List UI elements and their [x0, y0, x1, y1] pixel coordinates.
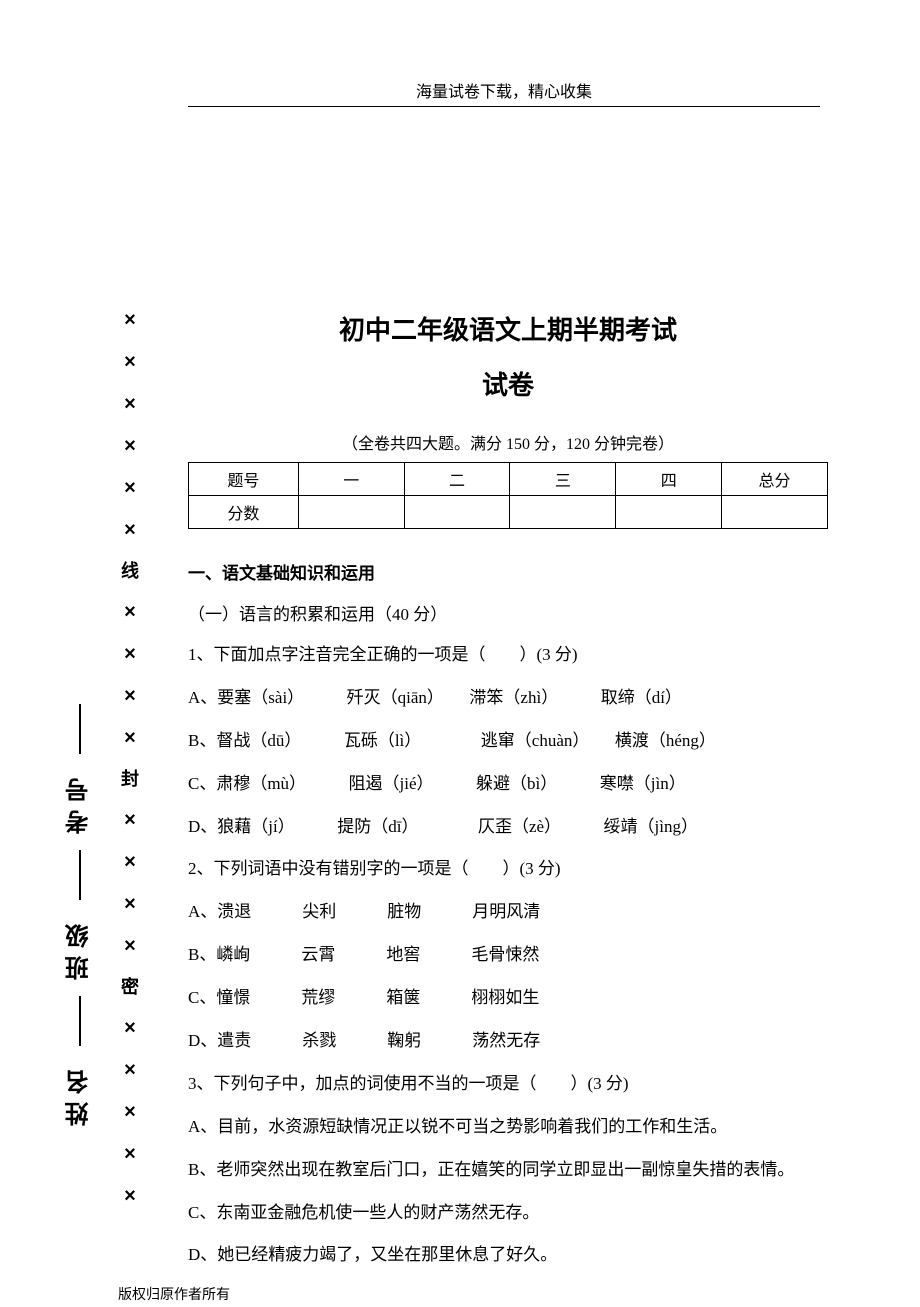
- q1-stem: 1、下面加点字注音完全正确的一项是（ ）(3 分): [188, 641, 828, 670]
- q1-option-d: D、狼藉（jí） 提防（dī） 仄歪（zè） 绥靖（jìng）: [188, 813, 828, 842]
- th-col2: 二: [404, 463, 510, 496]
- vert-label-examno: 考号: [62, 770, 97, 834]
- binding-mark: ×: [124, 1102, 136, 1122]
- q2-option-d: D、遣责 杀戮 鞠躬 荡然无存: [188, 1027, 828, 1056]
- vertical-label-column: 考号 班级 姓名: [62, 700, 97, 1138]
- binding-mark: ×: [124, 394, 136, 414]
- section-heading: 一、语文基础知识和运用: [188, 559, 828, 584]
- score-cell: [404, 496, 510, 529]
- exam-content: 初中二年级语文上期半期考试 试卷 （全卷共四大题。满分 150 分，120 分钟…: [188, 310, 828, 1304]
- q1-option-c: C、肃穆（mù） 阻遏（jié） 躲避（bì） 寒噤（jìn）: [188, 770, 828, 799]
- q3-option-d: D、她已经精疲力竭了，又坐在那里休息了好久。: [188, 1241, 828, 1270]
- binding-mark: ×: [124, 894, 136, 914]
- q1-option-a: A、要塞（sài） 歼灭（qiān） 滞笨（zhì） 取缔（dí）: [188, 684, 828, 713]
- th-score: 分数: [189, 496, 299, 529]
- header-text: 海量试卷下载，精心收集: [416, 84, 592, 101]
- binding-mark: ×: [124, 728, 136, 748]
- score-cell: [298, 496, 404, 529]
- score-table: 题号 一 二 三 四 总分 分数: [188, 462, 828, 529]
- q3-option-c: C、东南亚金融危机使一些人的财产荡然无存。: [188, 1199, 828, 1228]
- binding-mark-secret: 密: [121, 978, 139, 996]
- binding-margin: × × × × × × 线 × × × × 封 × × × × 密 × × × …: [105, 310, 155, 1228]
- binding-mark-line: 线: [121, 562, 139, 580]
- copyright-text: 版权归原作者所有: [118, 1284, 828, 1304]
- binding-mark: ×: [124, 1144, 136, 1164]
- exam-info: （全卷共四大题。满分 150 分，120 分钟完卷）: [188, 430, 828, 454]
- binding-mark: ×: [124, 310, 136, 330]
- binding-mark: ×: [124, 852, 136, 872]
- binding-mark: ×: [124, 936, 136, 956]
- q1-option-b: B、督战（dū） 瓦砾（lì） 逃窜（chuàn） 横渡（héng）: [188, 727, 828, 756]
- binding-mark: ×: [124, 686, 136, 706]
- binding-mark: ×: [124, 810, 136, 830]
- table-row: 题号 一 二 三 四 总分: [189, 463, 828, 496]
- table-row: 分数: [189, 496, 828, 529]
- q3-option-a: A、目前，水资源短缺情况正以锐不可当之势影响着我们的工作和生活。: [188, 1113, 828, 1142]
- th-col3: 三: [510, 463, 616, 496]
- q2-stem: 2、下列词语中没有错别字的一项是（ ）(3 分): [188, 855, 828, 884]
- header-underline: [188, 106, 820, 107]
- exam-title: 初中二年级语文上期半期考试: [188, 310, 828, 347]
- exam-subtitle: 试卷: [188, 365, 828, 402]
- th-col1: 一: [298, 463, 404, 496]
- binding-mark: ×: [124, 1186, 136, 1206]
- q3-stem: 3、下列句子中，加点的词使用不当的一项是（ ）(3 分): [188, 1070, 828, 1099]
- binding-mark: ×: [124, 1018, 136, 1038]
- binding-mark: ×: [124, 352, 136, 372]
- sub-heading: （一）语言的积累和运用（40 分）: [188, 600, 828, 625]
- vert-line: [79, 996, 81, 1046]
- q2-option-c: C、憧憬 荒缪 箱箧 栩栩如生: [188, 984, 828, 1013]
- binding-mark: ×: [124, 520, 136, 540]
- vert-label-name: 姓名: [62, 1062, 97, 1126]
- th-total: 总分: [722, 463, 828, 496]
- binding-mark: ×: [124, 644, 136, 664]
- binding-mark: ×: [124, 1060, 136, 1080]
- q2-option-b: B、嶙峋 云霄 地窖 毛骨悚然: [188, 941, 828, 970]
- vert-line: [79, 850, 81, 900]
- score-cell: [616, 496, 722, 529]
- q2-option-a: A、溃退 尖利 脏物 月明风清: [188, 898, 828, 927]
- score-cell: [722, 496, 828, 529]
- th-number: 题号: [189, 463, 299, 496]
- q3-option-b: B、老师突然出现在教室后门口，正在嬉笑的同学立即显出一副惊皇失措的表情。: [188, 1156, 828, 1185]
- page-header: 海量试卷下载，精心收集: [188, 78, 820, 107]
- binding-mark: ×: [124, 478, 136, 498]
- th-col4: 四: [616, 463, 722, 496]
- score-cell: [510, 496, 616, 529]
- binding-mark: ×: [124, 436, 136, 456]
- binding-mark: ×: [124, 602, 136, 622]
- binding-mark-seal: 封: [121, 770, 139, 788]
- vert-line: [79, 704, 81, 754]
- vert-label-class: 班级: [62, 916, 97, 980]
